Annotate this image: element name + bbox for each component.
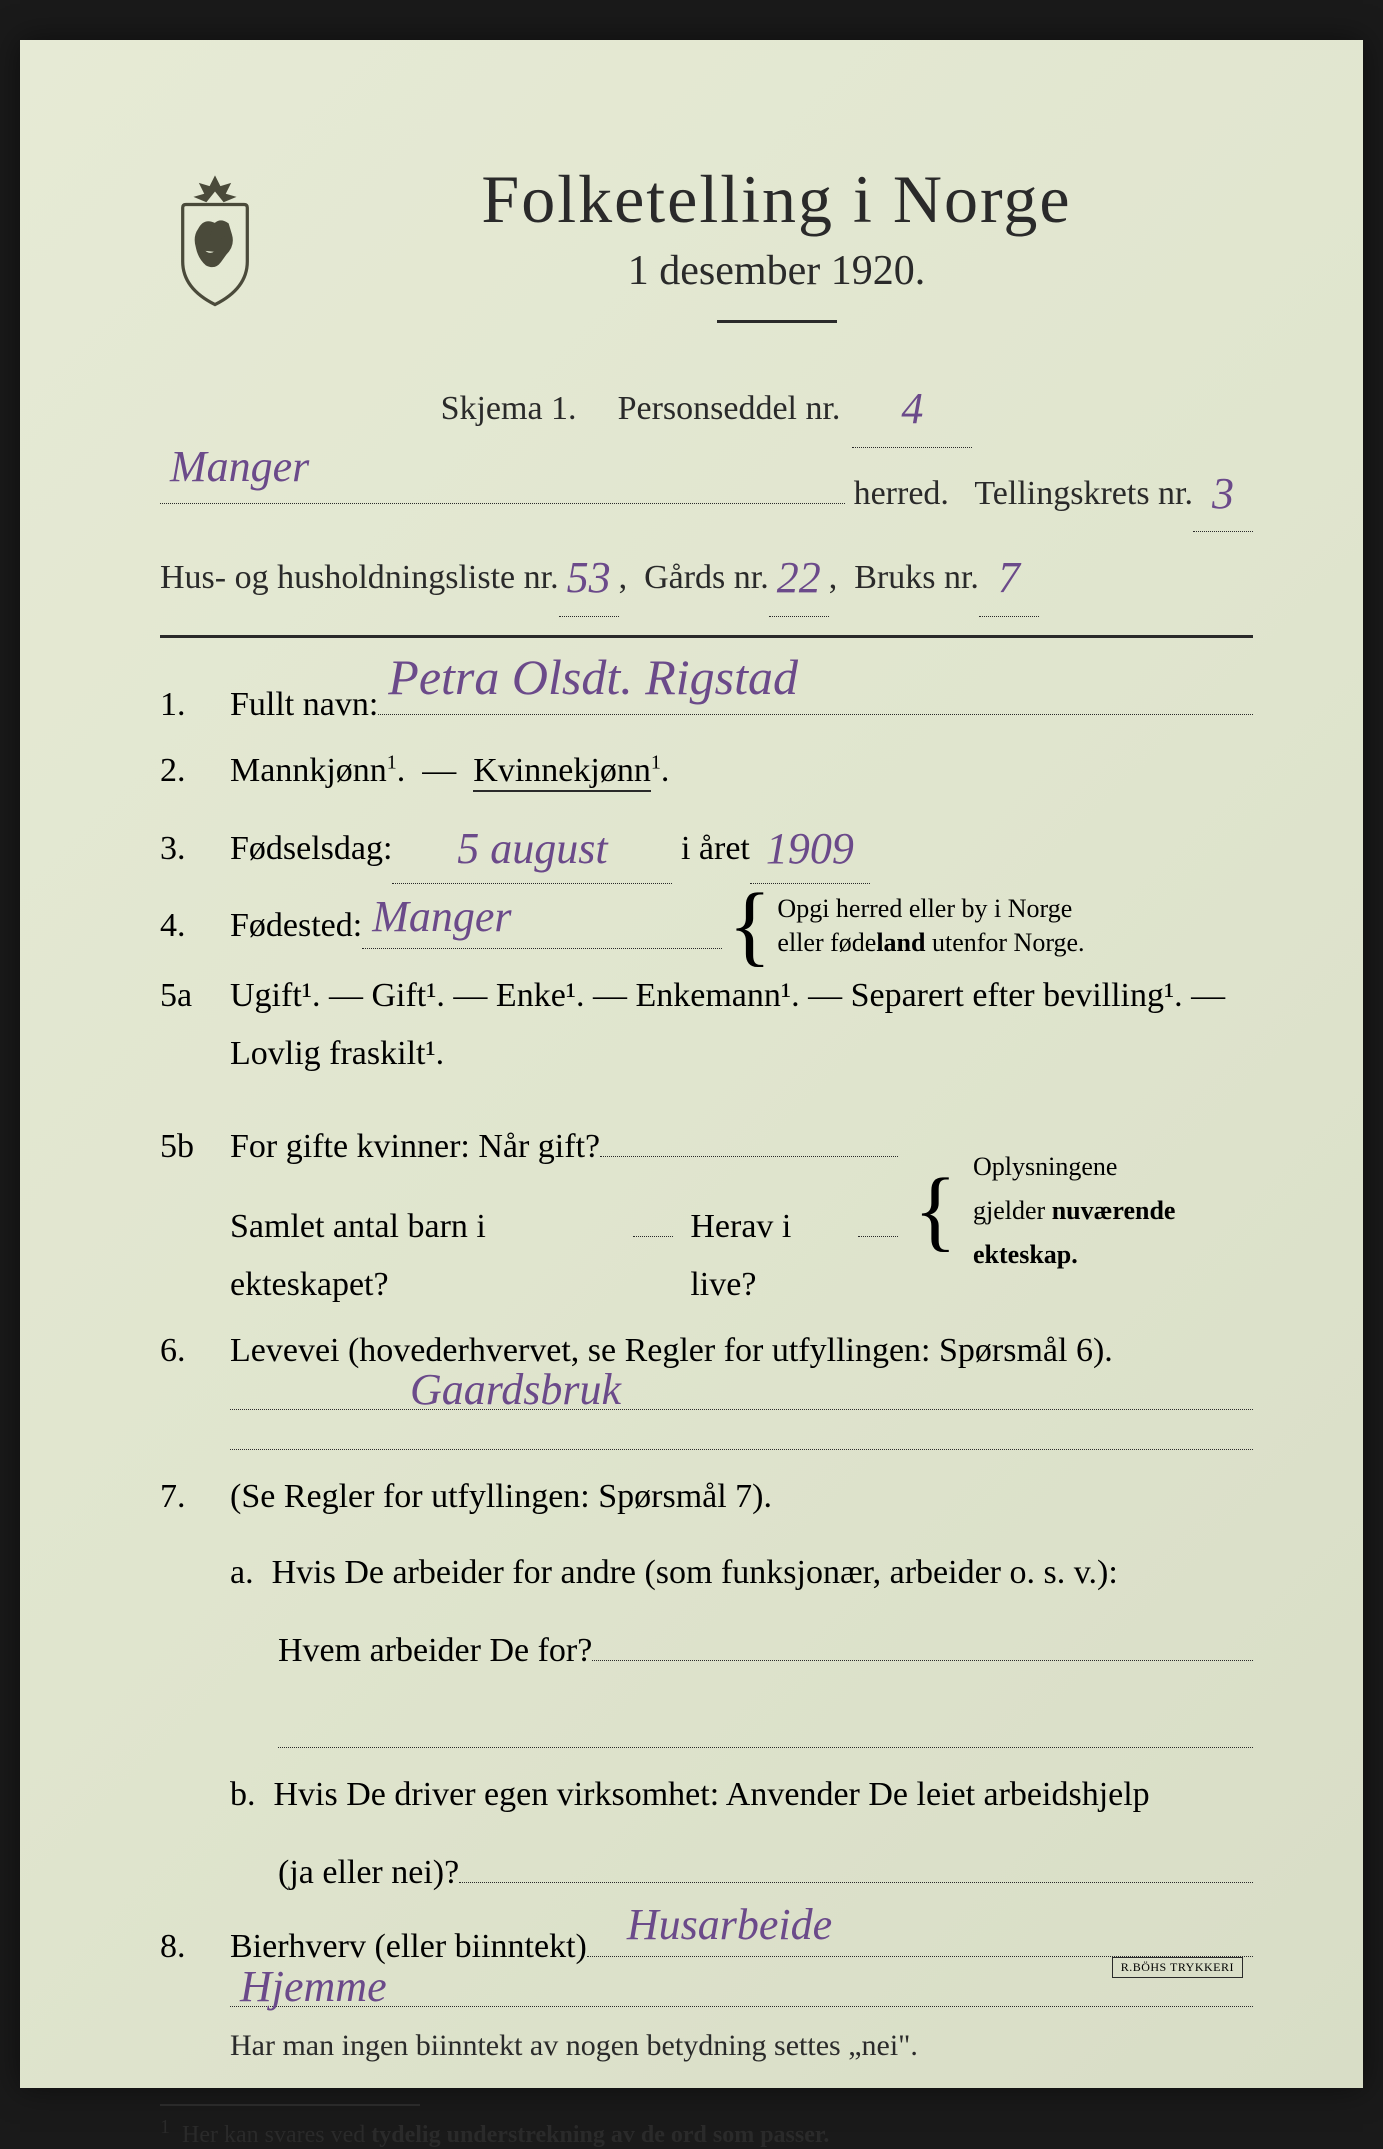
q5b-note: Oplysningene gjelder nuværende ekteskap.: [973, 1145, 1253, 1278]
q8-value1: Husarbeide: [627, 1888, 832, 1963]
q2-kvinne: Kvinnekjønn: [473, 752, 651, 792]
q7-label: (Se Regler for utfyllingen: Spørsmål 7).: [230, 1468, 1253, 1526]
q7a-line1: Hvis De arbeider for andre (som funksjon…: [272, 1544, 1118, 1602]
q6: 6. Levevei (hovederhvervet, se Regler fo…: [160, 1322, 1253, 1380]
title-divider: [717, 320, 837, 323]
q7b-prefix: b.: [230, 1766, 256, 1824]
printer-mark: R.BÖHS TRYKKERI: [1112, 1957, 1243, 1978]
q3-day: 5 august: [457, 812, 607, 887]
main-title: Folketelling i Norge: [300, 160, 1253, 239]
footnote-rule: [160, 2104, 420, 2106]
q4-label: Fødested:: [230, 897, 362, 955]
q8-note: Har man ingen biinntekt av nogen betydni…: [160, 2017, 1253, 2074]
q5b-label1: For gifte kvinner: Når gift?: [230, 1118, 600, 1176]
q1: 1. Fullt navn: Petra Olsdt. Rigstad: [160, 668, 1253, 734]
herred-line: Manger herred. Tellingskrets nr. 3: [160, 448, 1253, 533]
q3-year: 1909: [766, 812, 854, 887]
q6-num: 6.: [160, 1332, 210, 1370]
q5a: 5a Ugift¹. — Gift¹. — Enke¹. — Enkemann¹…: [160, 967, 1253, 1083]
q7b-line1: Hvis De driver egen virksomhet: Anvender…: [274, 1766, 1150, 1824]
brace-icon: {: [728, 899, 771, 953]
q8-line2: Hjemme: [160, 1984, 1253, 2006]
husliste-label: Hus- og husholdningsliste nr.: [160, 546, 559, 611]
footnote: 1 Her kan svares ved tydelig understrekn…: [160, 2116, 1253, 2149]
herred-value: Manger: [170, 425, 309, 509]
q2-mann: Mannkjønn: [230, 752, 387, 789]
brace-icon: {: [914, 1184, 957, 1238]
q5b-label2a: Samlet antal barn i ekteskapet?: [230, 1198, 633, 1314]
tellingskrets-nr: 3: [1212, 452, 1234, 536]
q6-label: Levevei (hovederhvervet, se Regler for u…: [230, 1322, 1253, 1380]
q1-num: 1.: [160, 686, 210, 724]
q5b: 5b For gifte kvinner: Når gift? Samlet a…: [160, 1109, 1253, 1314]
q4-num: 4.: [160, 907, 210, 945]
q5b-num: 5b: [160, 1128, 210, 1166]
husliste-nr: 53: [567, 536, 611, 620]
husliste-line: Hus- og husholdningsliste nr. 53 , Gårds…: [160, 532, 1253, 617]
q3: 3. Fødselsdag: 5 august i året 1909: [160, 808, 1253, 884]
bruks-nr: 7: [998, 536, 1020, 620]
q7b-line2: (ja eller nei)?: [278, 1844, 459, 1902]
q3-mid: i året: [681, 820, 750, 878]
q5a-options: Ugift¹. — Gift¹. — Enke¹. — Enkemann¹. —…: [230, 967, 1253, 1025]
gards-nr: 22: [777, 536, 821, 620]
personseddel-label: Personseddel nr.: [618, 377, 841, 442]
q5b-label2b: Herav i live?: [690, 1198, 857, 1314]
title-block: Folketelling i Norge 1 desember 1920.: [300, 160, 1253, 353]
q8-value2: Hjemme: [240, 1961, 387, 2012]
q6-value: Gaardsbruk: [410, 1364, 621, 1415]
skjema-line: Skjema 1. Personseddel nr. 4: [160, 363, 1253, 448]
subtitle: 1 desember 1920.: [300, 247, 1253, 295]
q2: 2. Mannkjønn1. — Kvinnekjønn1.: [160, 742, 1253, 800]
q7-num: 7.: [160, 1478, 210, 1516]
q3-label: Fødselsdag:: [230, 820, 392, 878]
q1-label: Fullt navn:: [230, 676, 378, 734]
personseddel-nr: 4: [901, 367, 923, 451]
q6-answer-line: Gaardsbruk: [160, 1387, 1253, 1409]
q7: 7. (Se Regler for utfyllingen: Spørsmål …: [160, 1468, 1253, 1902]
q7a-prefix: a.: [230, 1544, 254, 1602]
coat-of-arms-icon: [160, 170, 270, 310]
q4-note: Opgi herred eller by i Norge eller fødel…: [777, 892, 1084, 960]
q5a-num: 5a: [160, 977, 210, 1015]
bruks-label: Bruks nr.: [854, 546, 979, 611]
q3-num: 3.: [160, 830, 210, 868]
header-row: Folketelling i Norge 1 desember 1920.: [160, 160, 1253, 353]
q8-num: 8.: [160, 1928, 210, 1966]
q2-num: 2.: [160, 752, 210, 790]
skjema-label: Skjema 1.: [441, 377, 577, 442]
q1-value: Petra Olsdt. Rigstad: [388, 635, 798, 720]
q5a-line2: Lovlig fraskilt¹.: [230, 1025, 1253, 1083]
q4-value: Manger: [372, 880, 511, 955]
herred-label: herred.: [854, 462, 949, 527]
q6-blank-line: [160, 1428, 1253, 1450]
q4: 4. Fødested: Manger { Opgi herred eller …: [160, 892, 1253, 960]
census-form-document: Folketelling i Norge 1 desember 1920. Sk…: [20, 40, 1363, 2088]
q7a-line2: Hvem arbeider De for?: [278, 1622, 592, 1680]
tellingskrets-label: Tellingskrets nr.: [974, 462, 1193, 527]
gards-label: Gårds nr.: [644, 546, 769, 611]
